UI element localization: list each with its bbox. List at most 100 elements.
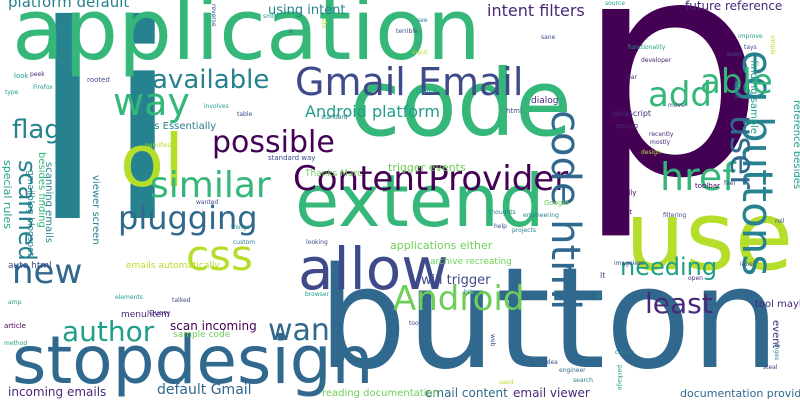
word-email-viewer: email viewer [513,386,590,400]
word-javascript: javascript [612,109,652,118]
word-really: really [617,189,637,197]
word-way: way [113,80,190,124]
word-p: p [575,0,766,244]
word-bring: bring [464,289,480,296]
word-incoming-emails: incoming emails [8,385,107,399]
word-li: li [30,0,181,282]
word-used: used [499,379,514,386]
word-input: input [412,49,428,56]
word-button: button [318,238,780,400]
word-onclick: onclick [733,78,740,99]
word-wanted: wanted [196,199,219,206]
word-idea: idea [545,359,558,366]
word-look: look [14,72,29,80]
word-using-intent: using intent [268,3,346,18]
word-html: html [506,107,522,115]
word-engineer: engineer [559,367,586,374]
word-package: package [616,365,623,391]
word-new: new [12,252,83,292]
word-plugging: plugging [118,199,258,237]
word-android: Android [393,279,525,319]
word-rooted: rooted [87,76,110,84]
word-developer: developer [641,57,672,64]
word-site: site [320,18,327,29]
word-reading-documentation: reading documentation [322,388,439,399]
word-gt: gt [626,209,633,216]
word-able: able [700,62,773,102]
word-will-trigger: will trigger [421,273,491,288]
word-platform-default: platform default [8,0,130,11]
word-even: even [727,51,742,58]
word-add: add [648,75,712,115]
word-search: search [573,377,593,384]
word-documentation-provided: documentation provided [680,387,800,400]
word-lt: lt [600,271,606,280]
word-label: label [740,261,755,268]
word-needing: needing [620,253,718,281]
word-special-rules: special rules [1,160,14,229]
word-reference-besides: reference besides [791,100,800,190]
word-ul: ul [596,293,603,299]
word-functionality: functionality [628,44,666,51]
word-similar: similar [150,165,271,206]
word-author: author [62,315,155,348]
word-projects: projects [512,227,536,234]
word-imageless: imageless [614,260,645,267]
word-standard: standard [321,114,348,121]
word-href: href [660,155,736,199]
word-reverse: reverse [210,4,217,27]
word-help: help [494,223,507,230]
word-sane: sane [541,34,556,41]
word-source: source [605,0,625,7]
word-trigger-events: trigger events [388,161,466,174]
word-popup: popup [616,122,639,130]
word-default-gmail: default Gmail [157,382,252,398]
word-filters-essentially: filters Essentially [131,121,217,132]
word-possible: possible [212,125,335,160]
word-feel: feel [724,180,736,187]
word-ol: ol [120,119,185,203]
word-finding-sample: finding sample [748,60,759,134]
word-simple: simple [769,35,776,55]
word-open: open [688,275,703,282]
word-code: code [350,50,572,157]
word-want: want [268,313,342,348]
word-application: application [12,0,481,80]
word-gmail-email: Gmail Email [295,60,524,104]
word-method: method [4,340,28,347]
word-web: web [489,334,496,347]
word-peek: peek [30,71,45,78]
word-terrible: terrible [396,28,418,35]
word-email-content: email content [425,386,508,400]
word-future-reference: future reference [685,0,783,13]
word-auto-html: auto html [8,261,52,271]
word-tays: tays [744,44,757,51]
word-android-platform: Android platform [305,102,440,121]
word-intent-filters: intent filters [487,1,585,20]
word-sample-code: sample code [173,330,231,340]
word-thoughts: thoughts [489,209,516,216]
word-toolbar: toolbar [695,182,720,190]
word-article: article [4,322,26,330]
word-custom: custom [233,239,256,246]
word-recently: recently [649,131,674,138]
word-design: design [641,149,661,156]
word-move: move [668,102,685,109]
word-tool-maybe: tool maybe [755,299,800,310]
word-contentprovider: ContentProvider [293,159,569,199]
word-archive-recreating: archive recreating [430,257,512,267]
word-roll: roll [775,218,785,225]
word-improve: improve [738,33,763,40]
word-menu-item: menu item [121,310,170,320]
word-see: see [417,17,428,24]
word-dialog: dialog [531,96,559,106]
word-steal: steal [763,364,778,371]
word-smtp: smtp [263,13,279,20]
word-imges: imges [773,342,780,361]
word-browser: browser [305,291,330,298]
word-filtering: filtering [663,212,687,219]
word-available: available [152,65,270,95]
word-use: use [625,182,794,292]
word-standard-way: standard way [268,154,316,162]
word-amp: amp [8,299,22,306]
